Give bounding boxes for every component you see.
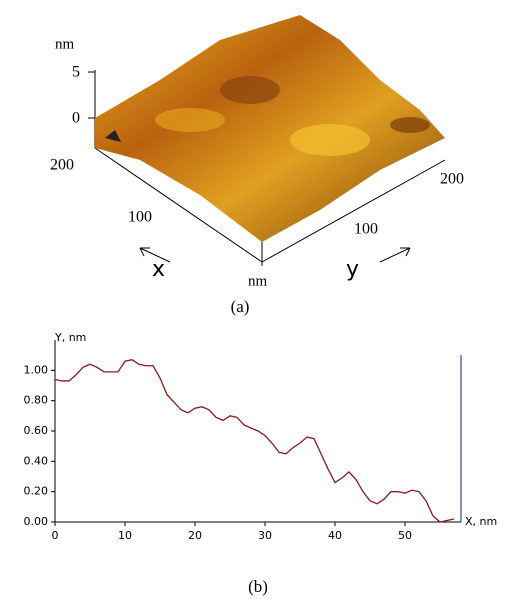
profile-line <box>54 359 455 523</box>
x-tick-label: 100 <box>128 209 152 226</box>
x-tick-label: 20 <box>188 529 202 542</box>
surface-shade <box>390 117 430 133</box>
x-tick-label: 30 <box>258 529 272 542</box>
x-tick-label: 200 <box>50 157 74 174</box>
y-tick-label: 0.60 <box>24 424 49 437</box>
caption: (b) <box>248 577 268 596</box>
y-axis-title: Y, nm <box>54 331 86 344</box>
x-arrow <box>139 247 171 263</box>
unit-label: nm <box>55 36 75 52</box>
x-axis-title: X, nm <box>465 515 497 528</box>
x-axis-label: x <box>152 257 165 282</box>
surface-highlight <box>290 124 370 156</box>
z-tick-label: 0 <box>72 110 80 127</box>
surface-highlight <box>155 108 225 132</box>
y-axis-label: y <box>346 257 359 282</box>
panel-b: Y, nm (b) 0.00 0.20 0.40 0.60 0.80 1.00 0 10 20 3… <box>24 331 498 596</box>
y-tick-label: 100 <box>354 221 378 238</box>
y-tick-label: 200 <box>440 171 464 188</box>
x-tick-label: 50 <box>398 529 412 542</box>
y-arrow <box>379 247 411 263</box>
surface-shade <box>220 76 280 104</box>
y-base-axis <box>261 159 446 263</box>
x-tick-label: 10 <box>118 529 132 542</box>
surface-shade <box>105 130 121 142</box>
y-tick-label: 0.20 <box>24 485 49 498</box>
y-tick-label: 0.40 <box>24 454 49 467</box>
z-tick-label: 5 <box>72 64 80 81</box>
y-tick-label: 0.00 <box>24 515 49 528</box>
surface <box>95 15 445 242</box>
y-tick-label: 0.80 <box>24 394 49 407</box>
x-tick-label: 40 <box>328 529 342 542</box>
y-tick-label: 1.00 <box>24 363 49 376</box>
x-base-axis <box>94 147 263 263</box>
panel-a: nm 5 0 200 100 x nm 100 y 200 (a) <box>50 15 464 316</box>
corner-unit: nm <box>248 273 268 289</box>
caption: (a) <box>231 297 250 316</box>
x-tick-label: 0 <box>52 529 59 542</box>
